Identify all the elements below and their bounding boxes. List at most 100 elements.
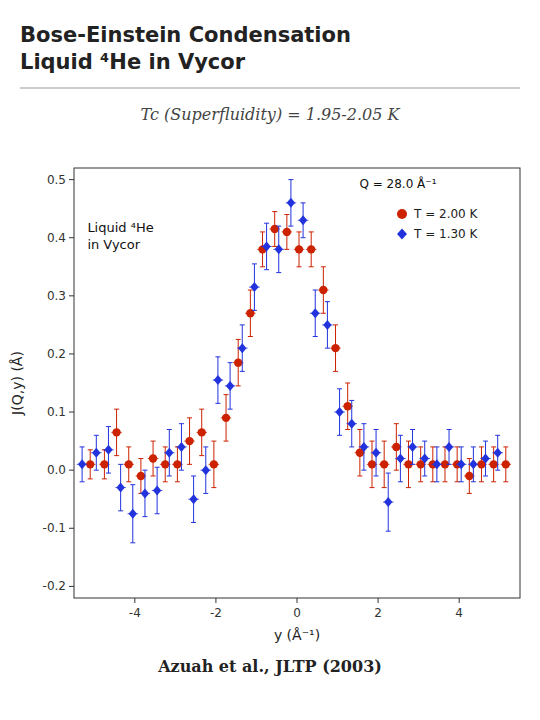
x-axis-label: y (Å⁻¹) xyxy=(274,627,320,643)
point xyxy=(481,454,489,464)
legend-label: T = 2.00 K xyxy=(413,207,479,221)
point xyxy=(311,308,319,318)
title-rule xyxy=(20,88,520,89)
x-tick xyxy=(378,598,379,603)
point xyxy=(494,448,502,458)
point xyxy=(92,448,100,458)
series xyxy=(77,180,503,543)
point xyxy=(112,428,120,436)
y-tick xyxy=(69,179,74,180)
point xyxy=(262,241,270,251)
point xyxy=(104,445,112,455)
point xyxy=(210,460,218,468)
annotation-line: in Vycor xyxy=(87,237,140,252)
x-tick-label: -2 xyxy=(210,606,222,620)
annotation-line: Liquid ⁴He xyxy=(87,220,153,235)
point xyxy=(335,407,343,417)
legend: T = 2.00 K T = 1.30 K xyxy=(397,207,479,241)
point xyxy=(125,460,133,468)
point xyxy=(234,358,242,366)
chart: Bose-Einstein Condensation Liquid ⁴He in … xyxy=(0,0,540,720)
y-tick-label: 0.1 xyxy=(47,405,66,419)
point xyxy=(331,344,339,352)
x-tick xyxy=(297,598,298,603)
y-tick xyxy=(69,470,74,471)
x-tick xyxy=(459,598,460,603)
point xyxy=(173,460,181,468)
point xyxy=(177,442,185,452)
y-tick xyxy=(69,412,74,413)
y-tick xyxy=(69,528,74,529)
series xyxy=(85,212,511,494)
marks xyxy=(77,180,511,543)
point xyxy=(469,459,477,469)
point xyxy=(465,472,473,480)
point xyxy=(489,460,497,468)
point xyxy=(295,245,303,253)
point xyxy=(100,460,108,468)
point xyxy=(214,375,222,385)
y-tick-label: 0.5 xyxy=(47,173,66,187)
point xyxy=(360,442,368,452)
y-axis-label: J(Q,y) (Å) xyxy=(9,351,25,416)
y-tick-label: 0.4 xyxy=(47,231,66,245)
point xyxy=(307,245,315,253)
point xyxy=(396,454,404,464)
point xyxy=(250,282,258,292)
point xyxy=(116,483,124,493)
point xyxy=(202,465,210,475)
point xyxy=(380,460,388,468)
point xyxy=(287,198,295,208)
x-tick xyxy=(215,598,216,603)
point xyxy=(129,509,137,519)
citation: Azuah et al., JLTP (2003) xyxy=(157,657,382,676)
point xyxy=(283,228,291,236)
point xyxy=(368,460,376,468)
point xyxy=(408,442,416,452)
title-line: Liquid ⁴He in Vycor xyxy=(20,50,246,74)
legend-marker xyxy=(397,229,407,240)
point xyxy=(372,448,380,458)
point xyxy=(153,486,161,496)
legend-marker xyxy=(397,209,407,219)
point xyxy=(161,460,169,468)
point xyxy=(323,320,331,330)
y-tick xyxy=(69,237,74,238)
point xyxy=(226,381,234,391)
point xyxy=(78,459,86,469)
y-tick-label: -0.2 xyxy=(43,579,66,593)
x-tick xyxy=(134,598,135,603)
annotation: Liquid ⁴He in Vycor xyxy=(87,220,153,252)
y-tick-label: -0.1 xyxy=(43,521,66,535)
point xyxy=(348,419,356,429)
plot-frame xyxy=(74,168,520,598)
x-tick-label: -4 xyxy=(129,606,141,620)
point xyxy=(198,428,206,436)
point xyxy=(137,472,145,480)
subtitle: Tc (Superfluidity) = 1.95-2.05 K xyxy=(141,105,401,124)
annotation-line: Q = 28.0 Å⁻¹ xyxy=(359,176,436,191)
point xyxy=(299,215,307,225)
y-tick xyxy=(69,295,74,296)
x-tick-label: 4 xyxy=(455,606,463,620)
y-tick xyxy=(69,353,74,354)
point xyxy=(222,414,230,422)
point xyxy=(141,488,149,498)
point xyxy=(392,443,400,451)
point xyxy=(185,437,193,445)
x-tick-label: 2 xyxy=(374,606,382,620)
annotation: Q = 28.0 Å⁻¹ xyxy=(359,176,436,191)
y-tick xyxy=(69,586,74,587)
legend-label: T = 1.30 K xyxy=(413,227,479,241)
y-tick-label: 0.3 xyxy=(47,289,66,303)
title-line: Bose-Einstein Condensation xyxy=(20,23,351,47)
point xyxy=(275,244,283,254)
point xyxy=(165,448,173,458)
x-tick-label: 0 xyxy=(293,606,301,620)
point xyxy=(457,459,465,469)
point xyxy=(445,442,453,452)
point xyxy=(384,497,392,507)
y-tick-label: 0.0 xyxy=(47,463,66,477)
point xyxy=(421,454,429,464)
point xyxy=(149,454,157,462)
